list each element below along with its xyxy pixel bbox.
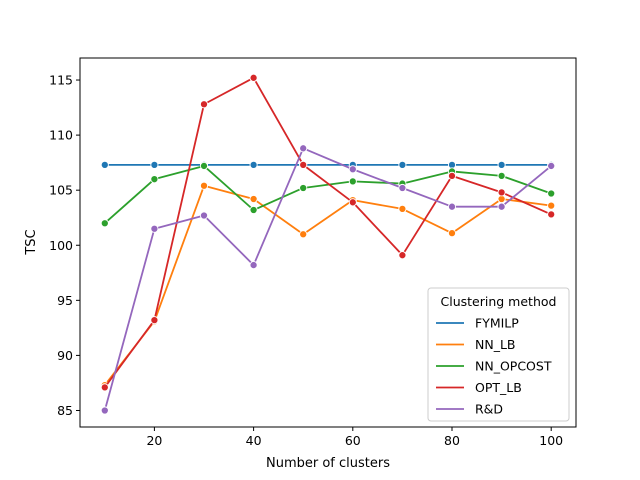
legend-entry: NN_LB	[436, 337, 516, 352]
data-point	[199, 211, 209, 220]
legend: Clustering method FYMILP NN_LB NN_OPCOST OP…	[427, 287, 570, 422]
data-point	[497, 171, 506, 180]
data-point	[199, 100, 209, 109]
x-tick-label: 40	[246, 433, 262, 448]
data-point	[547, 210, 556, 219]
y-tick-label: 100	[49, 238, 73, 253]
data-point	[100, 406, 109, 415]
x-axis-label: Number of clusters	[266, 456, 390, 471]
x-tick-label: 80	[444, 433, 460, 448]
data-point	[497, 202, 506, 211]
data-point	[398, 160, 407, 169]
data-point	[100, 219, 109, 228]
y-tick-label: 105	[49, 183, 73, 198]
y-tick-label: 115	[49, 73, 73, 88]
data-point	[249, 73, 258, 82]
y-tick-label: 90	[57, 348, 73, 363]
data-point	[150, 175, 159, 184]
series-line	[103, 147, 552, 411]
legend-entry: OPT_LB	[436, 380, 522, 395]
data-point	[299, 160, 308, 169]
y-tick-label: 85	[57, 403, 73, 418]
x-tick-label: 20	[146, 433, 162, 448]
x-tick-label: 60	[345, 433, 361, 448]
data-point	[348, 177, 357, 186]
series-r-d	[100, 144, 556, 415]
data-point	[497, 194, 506, 204]
legend-entry: NN_OPCOST	[436, 359, 552, 374]
data-point	[447, 160, 457, 169]
x-tick-label: 100	[539, 433, 563, 448]
data-point	[348, 198, 357, 207]
series-line	[104, 184, 552, 386]
data-point	[547, 189, 556, 198]
data-point	[398, 251, 407, 260]
data-point	[348, 165, 357, 174]
data-point	[447, 229, 457, 238]
data-point	[150, 160, 159, 169]
data-point	[249, 160, 258, 169]
data-point	[249, 194, 258, 204]
plot-frame	[79, 57, 577, 428]
x-axis-ticks: 20 40 60 80 100	[146, 427, 563, 448]
legend-title: Clustering method	[441, 294, 557, 309]
data-point	[497, 188, 506, 197]
legend-entries: FYMILP NN_LB NN_OPCOST OPT_LB R&D	[436, 316, 552, 417]
data-point	[100, 383, 109, 392]
y-tick-label: 95	[57, 293, 73, 308]
legend-entry: R&D	[436, 402, 503, 417]
legend-label: NN_LB	[475, 337, 516, 352]
series-layer	[100, 73, 556, 415]
y-axis-label: TSC	[24, 229, 39, 255]
data-point	[249, 205, 258, 215]
series-opt-lb	[100, 73, 556, 392]
data-point	[249, 261, 258, 270]
legend-label: OPT_LB	[475, 380, 522, 395]
legend-entry: FYMILP	[436, 316, 519, 331]
axes-layer	[79, 57, 577, 428]
legend-label: FYMILP	[475, 316, 519, 331]
data-point	[547, 161, 556, 170]
data-point	[100, 160, 109, 169]
data-point	[547, 201, 556, 210]
data-point	[398, 183, 407, 193]
data-point	[199, 161, 209, 170]
data-point	[447, 202, 457, 211]
data-point	[150, 224, 159, 233]
y-axis-ticks: 85 90 95 100 105 110 115	[49, 73, 80, 418]
data-point	[497, 160, 506, 169]
data-point	[299, 144, 308, 153]
data-point	[398, 204, 407, 213]
data-point	[299, 183, 308, 193]
data-point	[299, 230, 308, 239]
data-point	[199, 181, 209, 190]
legend-label: NN_OPCOST	[475, 359, 552, 374]
data-point	[150, 316, 159, 325]
legend-label: R&D	[475, 402, 503, 417]
y-tick-label: 110	[49, 128, 73, 143]
series-line	[104, 76, 552, 388]
data-point	[447, 171, 457, 180]
